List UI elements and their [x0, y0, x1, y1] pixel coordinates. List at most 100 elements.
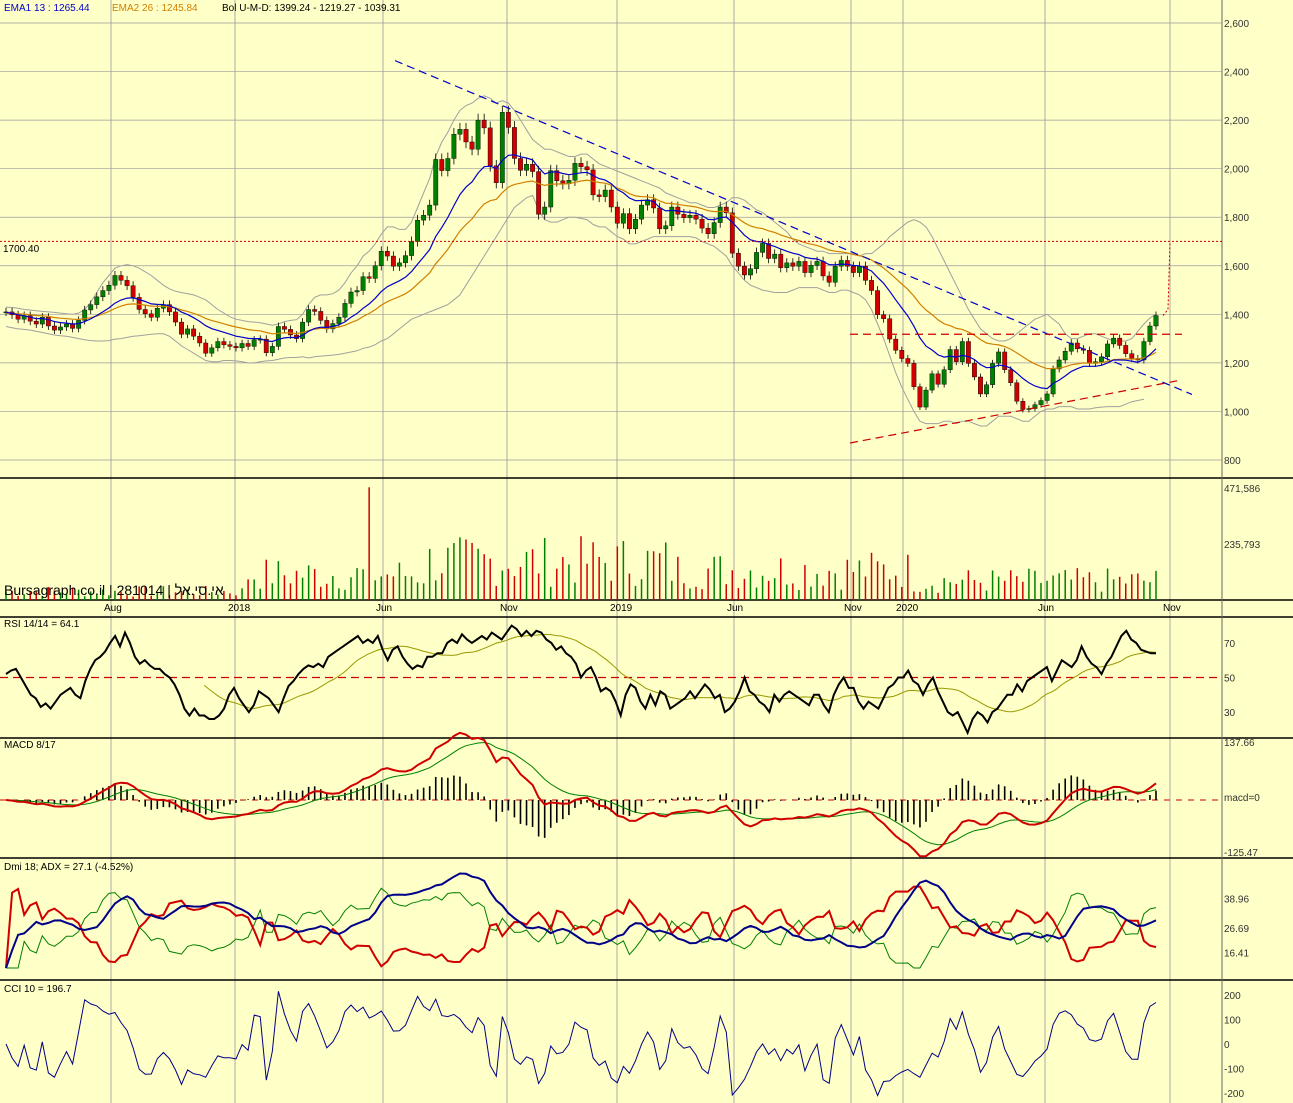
candle-70 [427, 204, 433, 216]
adx-line [5, 872, 1157, 969]
candle-177 [1074, 342, 1080, 350]
candle-143 [869, 280, 874, 291]
rsi-tick-0: 70 [1224, 639, 1236, 650]
candle-63 [384, 251, 390, 257]
candle-141 [857, 266, 862, 273]
rsi-panel [0, 624, 1222, 736]
candle-130 [790, 262, 796, 267]
candle-85 [518, 158, 523, 171]
candle-67 [409, 241, 414, 256]
candle-96 [584, 166, 590, 171]
price-tick-8: 1,000 [1224, 407, 1249, 418]
candle-25 [154, 308, 160, 318]
candle-66 [403, 255, 408, 264]
candle-99 [602, 189, 608, 197]
candle-36 [221, 341, 227, 345]
candle-69 [421, 215, 427, 221]
candle-155 [941, 369, 947, 385]
candle-148 [899, 350, 905, 359]
candle-154 [935, 373, 941, 385]
candle-186 [1129, 353, 1135, 359]
candle-16 [100, 290, 106, 298]
candle-171 [1038, 400, 1044, 405]
candle-164 [996, 351, 1002, 364]
cci-tick-3: -100 [1224, 1065, 1244, 1076]
candle-77 [469, 141, 475, 150]
candle-185 [1123, 345, 1129, 354]
rsi-tick-2: 30 [1224, 708, 1236, 719]
candle-11 [70, 323, 75, 329]
candle-8 [52, 325, 57, 331]
candle-78 [475, 119, 481, 150]
candle-156 [947, 349, 953, 370]
candle-175 [1062, 351, 1068, 361]
candle-40 [245, 343, 251, 347]
cci-title: CCI 10 = 196.7 [4, 984, 72, 995]
candle-46 [282, 326, 287, 330]
cci-panel [5, 991, 1157, 1097]
candle-181 [1099, 356, 1104, 362]
candle-44 [269, 346, 275, 353]
candle-30 [185, 328, 190, 335]
candle-121 [735, 252, 741, 267]
candle-12 [76, 320, 82, 329]
candle-9 [58, 326, 63, 331]
candle-137 [832, 266, 838, 283]
candle-118 [717, 206, 723, 223]
candle-28 [173, 311, 178, 323]
candle-71 [433, 159, 439, 206]
macd-title: MACD 8/17 [4, 740, 56, 751]
bol-legend: Bol U-M-D: 1399.24 - 1219.27 - 1039.31 [222, 3, 401, 14]
candle-58 [354, 290, 360, 293]
candle-88 [536, 171, 542, 215]
candle-14 [88, 304, 94, 311]
candle-126 [766, 243, 772, 259]
candle-120 [729, 212, 735, 254]
candle-174 [1056, 359, 1062, 370]
candle-5 [33, 320, 39, 325]
candle-31 [191, 328, 197, 337]
candle-131 [796, 261, 802, 267]
candle-86 [524, 164, 529, 171]
candle-123 [748, 268, 753, 276]
candle-29 [179, 321, 184, 335]
candle-39 [239, 343, 245, 349]
candle-51 [312, 309, 318, 312]
candle-45 [275, 326, 281, 347]
candle-76 [463, 129, 469, 143]
candle-55 [336, 317, 342, 324]
volume-panel [5, 487, 1157, 600]
candle-100 [608, 189, 614, 208]
candle-173 [1050, 368, 1056, 395]
x-label-2018: 2018 [228, 603, 251, 614]
cci-line [5, 991, 1157, 1097]
candle-152 [923, 389, 929, 408]
x-label-Aug: Aug [104, 603, 122, 614]
x-label-Jun: Jun [376, 603, 392, 614]
candle-81 [493, 165, 499, 183]
candle-24 [148, 313, 154, 318]
ema2-line [5, 179, 1157, 370]
candle-18 [112, 275, 118, 286]
candle-136 [826, 275, 832, 283]
x-label-Nov: Nov [844, 603, 862, 614]
candle-92 [560, 180, 566, 184]
candle-167 [1014, 382, 1020, 402]
candle-32 [197, 335, 203, 344]
ema1-line [5, 154, 1157, 390]
macd-tick-2: -125.47 [1224, 848, 1258, 859]
candle-134 [814, 261, 820, 266]
macd-panel [0, 731, 1222, 858]
candle-95 [578, 163, 584, 167]
candle-56 [342, 303, 348, 318]
candle-145 [881, 314, 887, 319]
candle-75 [457, 129, 463, 135]
dmi-panel [5, 872, 1157, 969]
candle-166 [1008, 369, 1014, 383]
price-tick-9: 800 [1224, 456, 1241, 467]
candle-153 [929, 373, 935, 391]
candle-97 [590, 169, 596, 196]
projection-line [1162, 241, 1171, 316]
